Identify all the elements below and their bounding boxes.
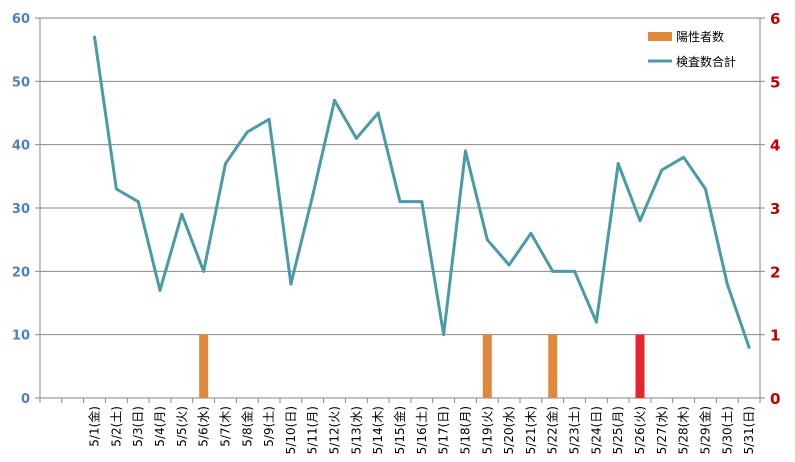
line-series (93, 35, 751, 349)
line-point (747, 345, 751, 349)
x-tick-label: 5/30(土) (720, 406, 734, 454)
line-point (158, 288, 162, 292)
right-tick-label: 4 (770, 137, 780, 155)
line-point (573, 269, 577, 273)
x-tick-label: 5/27(水) (655, 406, 669, 454)
x-tick-label: 5/6(水) (197, 406, 211, 447)
x-tick-label: 5/18(月) (458, 406, 472, 454)
x-tick-label: 5/10(日) (284, 406, 298, 454)
x-tick-label: 5/11(月) (306, 406, 320, 454)
left-axis-ticks: 0 10 20 30 40 50 60 (12, 12, 40, 407)
axes (39, 18, 761, 403)
line-point (638, 219, 642, 223)
line-point (136, 200, 140, 204)
x-tick-label: 5/7(木) (218, 406, 232, 447)
x-tick-label: 5/25(月) (611, 406, 625, 454)
right-tick-label: 1 (770, 327, 780, 345)
x-tick-label: 5/8(金) (239, 406, 254, 447)
line-point (442, 333, 446, 337)
bar-series (199, 334, 645, 398)
line-point (463, 149, 467, 153)
line-point (202, 269, 206, 273)
line-point (703, 187, 707, 191)
line-point (507, 263, 511, 267)
legend-line-label: 検査数合計 (676, 54, 736, 69)
line-point (267, 117, 271, 121)
line-point (223, 162, 227, 166)
left-tick-label: 0 (21, 392, 30, 407)
left-tick-label: 60 (12, 12, 30, 27)
x-tick-label: 5/26(火) (633, 406, 647, 454)
x-tick-label: 5/24(日) (589, 406, 603, 454)
line-point (420, 200, 424, 204)
x-tick-label: 5/1(金) (87, 406, 102, 447)
line-point (354, 136, 358, 140)
left-tick-label: 20 (12, 265, 30, 280)
line-point (594, 320, 598, 324)
x-tick-label: 5/23(土) (568, 406, 582, 454)
x-tick-label: 5/15(金) (392, 406, 407, 454)
line-point (289, 282, 293, 286)
right-tick-label: 2 (770, 263, 780, 281)
line-point (616, 162, 620, 166)
right-tick-label: 3 (770, 200, 780, 218)
line-point (114, 187, 118, 191)
bar (199, 334, 209, 398)
x-tick-label: 5/16(土) (415, 406, 429, 454)
right-tick-label: 0 (770, 390, 780, 408)
line-point (660, 168, 664, 172)
x-tick-label: 5/4(月) (153, 406, 167, 447)
x-tick-label: 5/21(木) (524, 406, 538, 454)
bar (635, 334, 645, 398)
left-tick-label: 50 (12, 75, 30, 90)
x-tick-label: 5/28(木) (677, 406, 691, 454)
bar (482, 334, 492, 398)
line-point (180, 212, 184, 216)
x-tick-label: 5/9(土) (262, 406, 276, 447)
line-point (682, 155, 686, 159)
x-tick-label: 5/20(水) (502, 406, 516, 454)
legend-bar-swatch (648, 32, 672, 41)
line-point (529, 231, 533, 235)
x-tick-label: 5/22(金) (545, 406, 560, 454)
line-point (333, 98, 337, 102)
line-point (725, 282, 729, 286)
x-tick-label: 5/13(水) (349, 406, 363, 454)
left-tick-label: 40 (12, 139, 30, 154)
left-tick-label: 10 (12, 329, 30, 344)
legend: 陽性者数 検査数合計 (648, 29, 736, 69)
line-point (485, 238, 489, 242)
line-point (311, 193, 315, 197)
x-axis-ticks: 5/1(金) 5/2(土) 5/3(日) 5/4(月) 5/5(火) 5/6(水) 5/7(… (87, 406, 757, 454)
gridlines (40, 17, 760, 336)
x-tick-label: 5/29(金) (697, 406, 712, 454)
bar (548, 334, 558, 398)
right-axis-ticks: 0 1 2 3 4 5 6 (760, 10, 780, 408)
x-tick-label: 5/19(火) (480, 406, 494, 454)
line-path (93, 36, 751, 348)
line-point (376, 111, 380, 115)
x-tick-label: 5/2(土) (109, 406, 123, 447)
x-tick-label: 5/31(日) (742, 406, 756, 454)
x-tick-label: 5/3(日) (131, 406, 145, 447)
x-tick-label: 5/17(日) (437, 406, 451, 454)
line-point (551, 269, 555, 273)
left-tick-label: 30 (12, 202, 30, 217)
line-point (93, 35, 97, 39)
legend-bar-label: 陽性者数 (676, 29, 724, 44)
right-tick-label: 5 (770, 73, 780, 91)
x-tick-label: 5/14(木) (371, 406, 385, 454)
x-tick-label: 5/5(火) (175, 406, 189, 447)
line-point (398, 200, 402, 204)
right-tick-label: 6 (770, 10, 780, 28)
x-tick-label: 5/12(火) (328, 406, 342, 454)
line-point (245, 130, 249, 134)
